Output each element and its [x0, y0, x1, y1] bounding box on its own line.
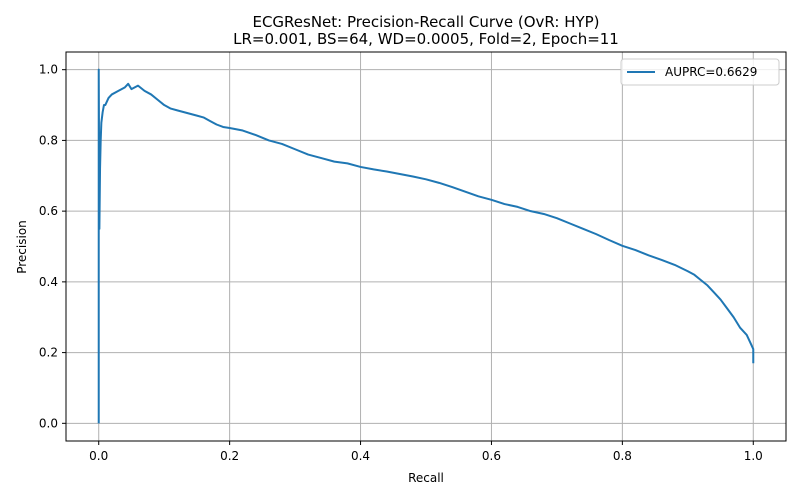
y-axis-label: Precision	[15, 220, 29, 274]
x-tick-label: 0.8	[613, 449, 632, 463]
x-axis-label: Recall	[408, 471, 444, 485]
legend-label: AUPRC=0.6629	[665, 65, 757, 79]
x-tick-label: 0.6	[482, 449, 501, 463]
x-tick-label: 0.4	[351, 449, 370, 463]
y-tick-label: 0.2	[39, 346, 58, 360]
y-tick-label: 0.6	[39, 204, 58, 218]
x-tick-label: 1.0	[744, 449, 763, 463]
y-axis-ticks: 0.0 0.2 0.4 0.6 0.8 1.0	[39, 63, 66, 430]
chart-subtitle: LR=0.001, BS=64, WD=0.0005, Fold=2, Epoc…	[233, 30, 619, 48]
x-tick-label: 0.2	[220, 449, 239, 463]
plot-lines	[97, 68, 755, 424]
legend-box	[620, 58, 780, 86]
axes-frame	[65, 51, 787, 442]
y-tick-label: 0.4	[39, 275, 58, 289]
chart-title: ECGResNet: Precision-Recall Curve (OvR: …	[252, 13, 599, 31]
y-tick-label: 1.0	[39, 63, 58, 77]
pr-curve-line	[97, 68, 755, 424]
grid-lines	[66, 52, 786, 441]
y-tick-label: 0.8	[39, 133, 58, 147]
x-tick-label: 0.0	[89, 449, 108, 463]
y-tick-label: 0.0	[39, 416, 58, 430]
x-axis-ticks: 0.0 0.2 0.4 0.6 0.8 1.0	[89, 441, 763, 463]
legend: AUPRC=0.6629	[620, 58, 780, 86]
